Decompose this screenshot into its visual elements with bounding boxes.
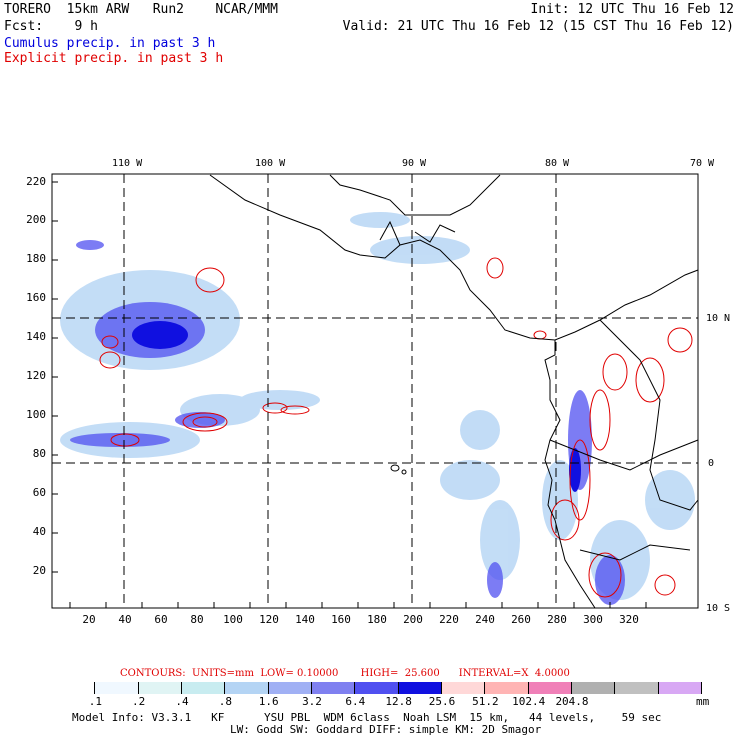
- colorbar-label: 51.2: [472, 695, 499, 708]
- x-tick: 220: [439, 613, 459, 626]
- lon-label-90w: 90 W: [402, 158, 427, 169]
- valid-time: Valid: 21 UTC Thu 16 Feb 12 (15 CST Thu …: [342, 19, 734, 34]
- colorbar-label: 25.6: [428, 695, 456, 708]
- colorbar-swatch: [95, 682, 139, 694]
- lat-label-10s: 10 S: [706, 603, 731, 614]
- lon-label-110w: 110 W: [112, 158, 143, 169]
- x-tick: 140: [295, 613, 315, 626]
- x-tick: 180: [367, 613, 387, 626]
- forecast-hour: Fcst: 9 h: [4, 19, 98, 34]
- y-tick: 160: [26, 291, 46, 304]
- colorbar-swatch: [572, 682, 616, 694]
- lat-label-0: 0: [708, 458, 715, 469]
- y-tick: 40: [32, 525, 46, 538]
- colorbar-label: 12.8: [385, 695, 412, 708]
- x-tick: 80: [190, 613, 204, 626]
- physics-info: LW: Godd SW: Goddard DIFF: simple KM: 2D…: [230, 723, 542, 736]
- colorbar-swatch: [268, 682, 312, 694]
- x-tick: 100: [223, 613, 243, 626]
- map-frame: [51, 173, 699, 609]
- lon-label-80w: 80 W: [545, 158, 570, 169]
- colorbar-swatch: [658, 682, 702, 694]
- header-title: TORERO 15km ARW Run2 NCAR/MMM: [4, 2, 278, 17]
- init-time: Init: 12 UTC Thu 16 Feb 12: [530, 2, 735, 17]
- y-tick: 100: [26, 408, 46, 421]
- x-tick: 40: [118, 613, 132, 626]
- lon-label-100w: 100 W: [255, 158, 286, 169]
- colorbar-label: 204.8: [555, 695, 589, 708]
- colorbar-swatch: [398, 682, 442, 694]
- y-tick: 20: [32, 564, 46, 577]
- x-tick: 300: [583, 613, 603, 626]
- x-tick: 60: [154, 613, 168, 626]
- colorbar-swatch: [442, 682, 486, 694]
- colorbar-label: .4: [175, 695, 189, 708]
- colorbar-label: 6.4: [345, 695, 366, 708]
- x-tick: 320: [619, 613, 639, 626]
- lat-lon-grid: [52, 174, 698, 608]
- x-tick: 280: [547, 613, 567, 626]
- x-tick: 120: [259, 613, 279, 626]
- colorbar-label: 3.2: [302, 695, 322, 708]
- coastlines: [209, 174, 699, 609]
- colorbar-swatch: [225, 682, 269, 694]
- peak-precip-shading: [132, 321, 581, 492]
- colorbar-swatch: [355, 682, 399, 694]
- lat-label-10n: 10 N: [706, 313, 731, 324]
- colorbar-label: .2: [132, 695, 146, 708]
- contours-info: CONTOURS: UNITS=mm LOW= 0.10000 HIGH= 25…: [120, 668, 570, 679]
- colorbar-label: 1.6: [258, 695, 279, 708]
- x-tick: 260: [511, 613, 531, 626]
- y-tick: 180: [26, 252, 46, 265]
- model-info: Model Info: V3.3.1 KF YSU PBL WDM 6class…: [72, 711, 662, 724]
- y-tick: 120: [26, 369, 46, 382]
- lon-label-70w: 70 W: [690, 158, 715, 169]
- colorbar-swatch: [528, 682, 572, 694]
- colorbar-swatch: [52, 682, 96, 694]
- y-tick: 140: [26, 330, 46, 343]
- colorbar-swatch: [485, 682, 529, 694]
- cumulus-label: Cumulus precip. in past 3 h: [4, 36, 216, 51]
- y-tick: 60: [32, 486, 46, 499]
- y-tick: 200: [26, 213, 46, 226]
- colorbar-label: 102.4: [512, 695, 546, 708]
- x-tick: 20: [82, 613, 96, 626]
- colorbar-unit: mm: [696, 695, 710, 708]
- colorbar-label: .8: [218, 695, 232, 708]
- colorbar-swatch: [615, 682, 659, 694]
- colorbar-swatch: [138, 682, 182, 694]
- y-tick: 80: [32, 447, 46, 460]
- cumulus-precip-shading: [60, 212, 695, 600]
- x-tick: 240: [475, 613, 495, 626]
- x-tick: 160: [331, 613, 351, 626]
- y-tick: 220: [26, 175, 46, 188]
- colorbar-swatch: [312, 682, 356, 694]
- colorbar-label: .1: [88, 695, 102, 708]
- explicit-precip-contours: [99, 257, 693, 598]
- x-tick: 200: [403, 613, 423, 626]
- explicit-label: Explicit precip. in past 3 h: [4, 51, 224, 66]
- colorbar-swatch: [182, 682, 226, 694]
